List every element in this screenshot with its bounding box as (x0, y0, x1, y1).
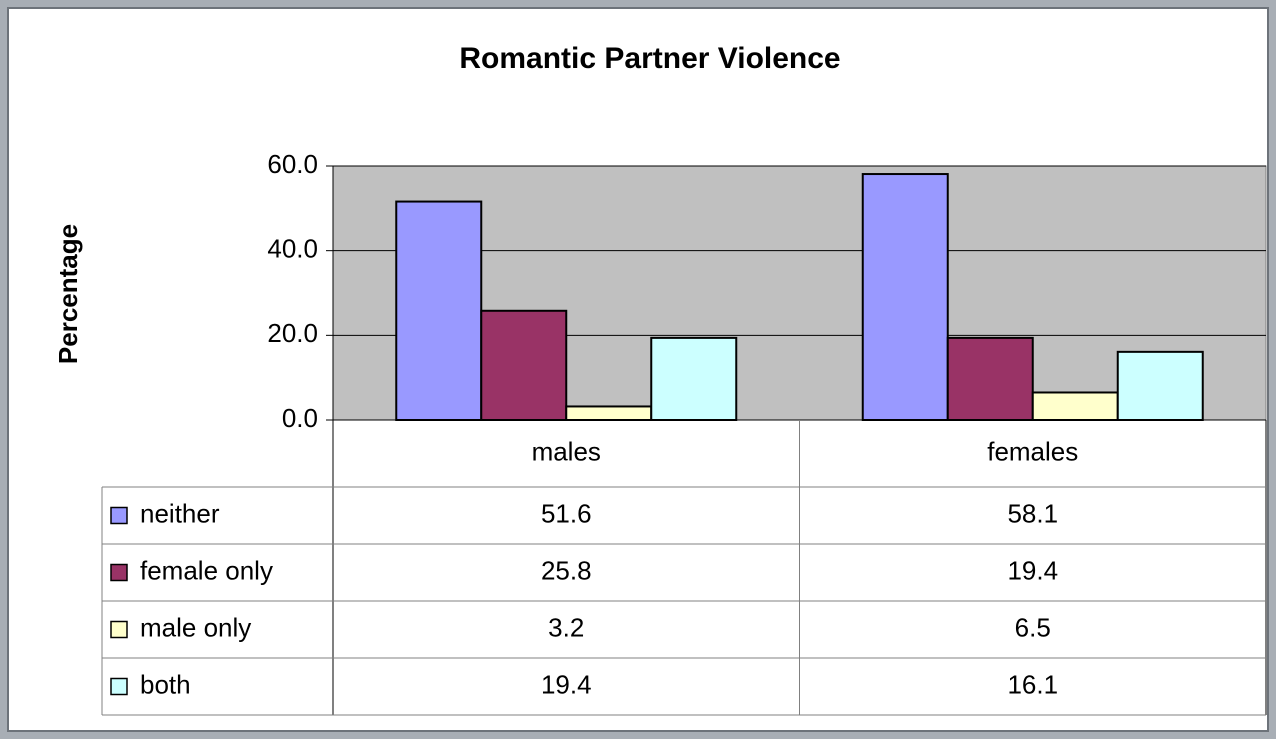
y-tick-label: 20.0 (267, 318, 318, 348)
bar (395, 200, 483, 421)
legend-key (110, 677, 128, 696)
bar (650, 336, 738, 421)
bar (946, 336, 1034, 421)
table-value: 51.6 (541, 498, 592, 528)
legend-label: neither (140, 498, 220, 528)
legend-label: female only (140, 555, 273, 585)
y-tick-label: 40.0 (267, 234, 318, 264)
bar (861, 173, 949, 421)
bar (1031, 391, 1119, 422)
y-axis-label: Percentage (53, 224, 83, 364)
table-value: 19.4 (541, 669, 592, 699)
legend-key (110, 563, 128, 582)
x-tick-label: females (987, 436, 1078, 466)
legend-label: both (140, 669, 191, 699)
y-tick-label: 0.0 (282, 403, 318, 433)
y-tick-label: 60.0 (267, 149, 318, 179)
table-value: 16.1 (1007, 669, 1058, 699)
legend-label: male only (140, 612, 251, 642)
legend-key (110, 620, 128, 639)
table-value: 3.2 (548, 612, 584, 642)
table-value: 58.1 (1007, 498, 1058, 528)
table-value: 25.8 (541, 555, 592, 585)
table-value: 6.5 (1015, 612, 1051, 642)
x-tick-label: males (532, 436, 601, 466)
bar (1116, 350, 1204, 421)
legend-key (110, 506, 128, 525)
bar (565, 405, 653, 422)
table-value: 19.4 (1007, 555, 1058, 585)
chart-title: Romantic Partner Violence (459, 42, 840, 75)
bar (480, 309, 568, 421)
